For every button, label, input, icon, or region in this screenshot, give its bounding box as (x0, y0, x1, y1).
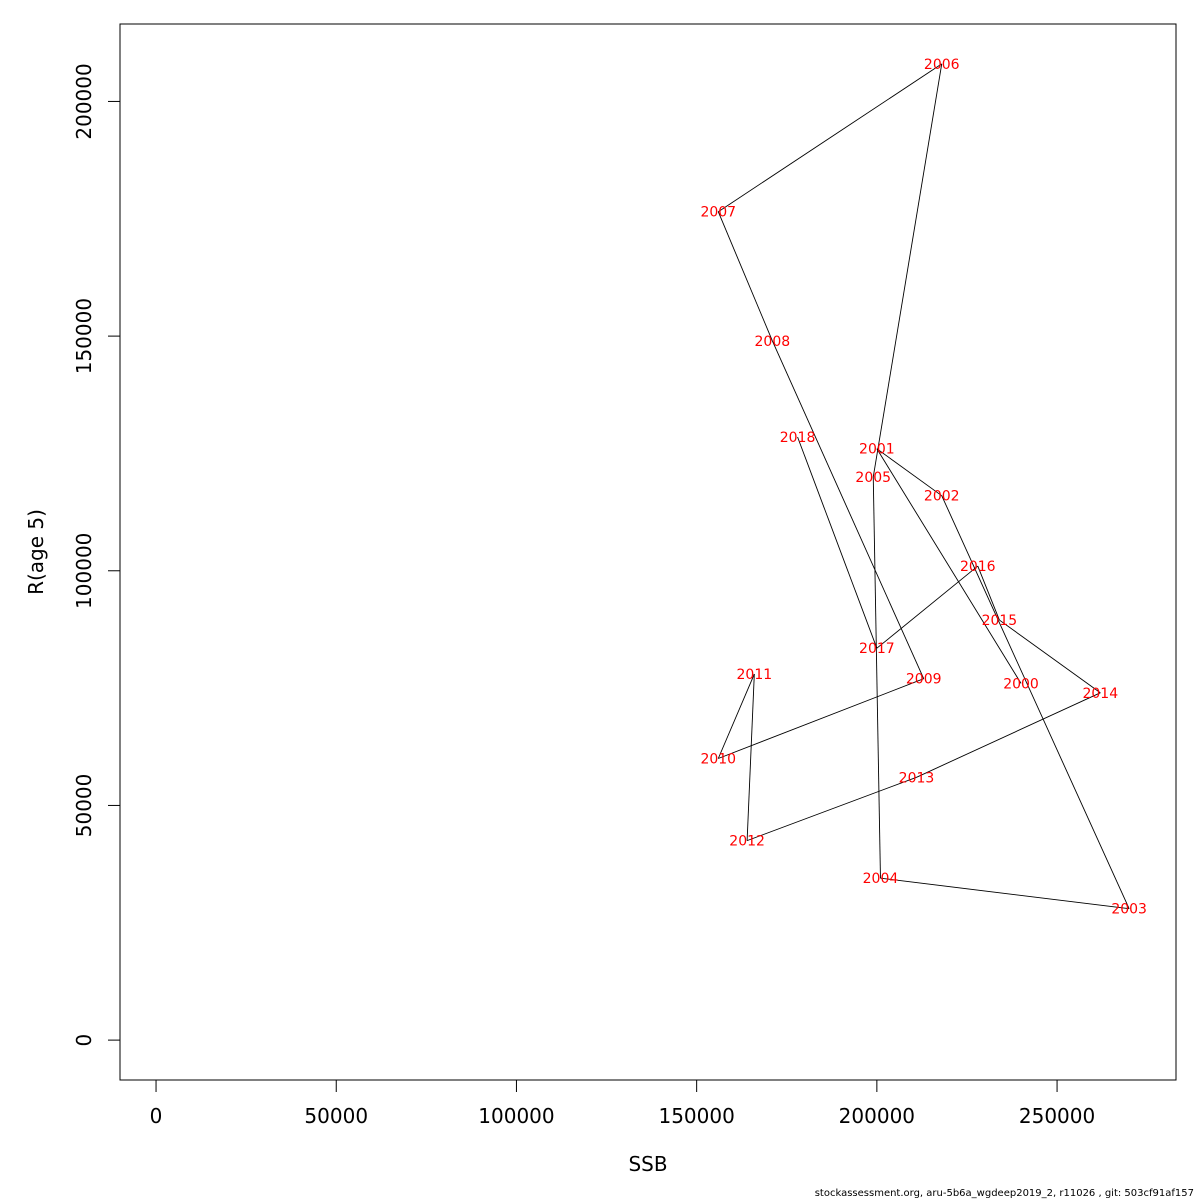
point-label: 2003 (1111, 902, 1147, 918)
x-tick-label: 100000 (478, 1104, 554, 1128)
point-label: 2012 (729, 834, 765, 850)
y-tick-label: 0 (72, 1034, 96, 1047)
point-label: 2001 (859, 442, 895, 458)
point-label: 2004 (863, 871, 899, 887)
point-label: 2008 (755, 334, 791, 350)
y-axis: 0 50000 100000 150000 200000 (72, 63, 121, 1047)
point-label: 2011 (737, 667, 773, 683)
point-label: 2007 (700, 205, 736, 221)
path-segment (876, 448, 942, 497)
x-tick-label: 200000 (839, 1104, 915, 1128)
x-tick-label: 150000 (658, 1104, 734, 1128)
point-label: 2009 (906, 672, 942, 688)
path-segment (746, 674, 755, 841)
path-segment (717, 673, 755, 759)
path-segment (718, 63, 942, 213)
y-tick-label: 200000 (72, 63, 96, 139)
point-label: 2000 (1003, 676, 1039, 692)
plot-frame (119, 23, 1177, 1081)
point-label: 2017 (859, 641, 895, 657)
path-segment (876, 565, 979, 649)
path-segment (999, 619, 1101, 694)
point-label: 2014 (1082, 686, 1118, 702)
y-tick-label: 50000 (72, 774, 96, 838)
point-label: 2013 (899, 770, 935, 786)
path-segment (876, 448, 1022, 684)
x-tick-label: 0 (150, 1104, 163, 1128)
path-segment (872, 476, 881, 879)
series-path (717, 63, 1130, 910)
path-segment (916, 692, 1101, 778)
point-label: 2010 (700, 752, 736, 768)
point-label: 2016 (960, 559, 996, 575)
path-segment (977, 565, 1000, 621)
point-labels: 2000 2001 2002 2003 2004 2005 2006 2007 2008 2009… (700, 57, 1147, 918)
point-label: 2002 (924, 489, 960, 505)
path-segment (941, 495, 1130, 909)
x-tick-label: 50000 (304, 1104, 368, 1128)
point-label: 2005 (855, 470, 891, 486)
path-segment (718, 678, 924, 759)
point-label: 2015 (982, 613, 1018, 629)
x-axis-title: SSB (628, 1152, 667, 1176)
path-segment (771, 340, 925, 679)
y-axis-title: R(age 5) (24, 509, 48, 595)
path-segment (746, 776, 917, 842)
path-segment (717, 211, 773, 341)
point-label: 2006 (924, 57, 960, 73)
x-tick-label: 250000 (1019, 1104, 1095, 1128)
y-tick-label: 150000 (72, 298, 96, 374)
path-segment (872, 63, 943, 477)
point-label: 2018 (780, 430, 816, 446)
y-tick-label: 100000 (72, 533, 96, 609)
path-segment (880, 877, 1130, 910)
footer-note: stockassessment.org, aru-5b6a_wgdeep2019… (814, 1188, 1194, 1199)
x-axis: 0 50000 100000 150000 200000 250000 (150, 1079, 1095, 1128)
path-segment (797, 436, 878, 649)
